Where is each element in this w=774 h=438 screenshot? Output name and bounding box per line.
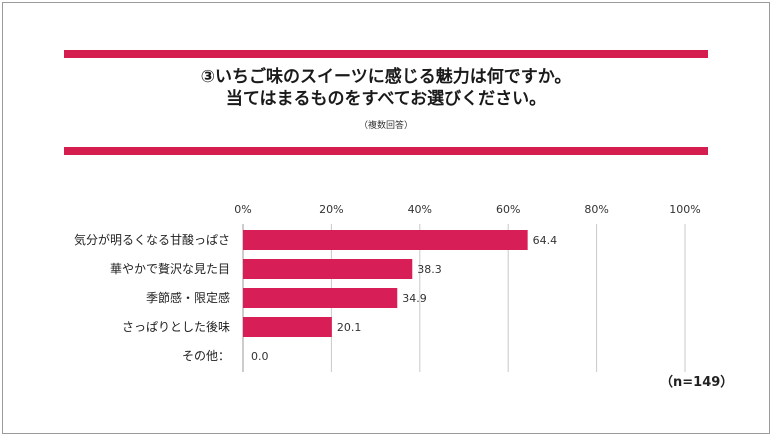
question-title-line2: 当てはまるものをすべてお選びください。 — [225, 89, 547, 109]
figure-frame — [2, 2, 770, 434]
header-band-bottom — [64, 147, 708, 155]
x-tick-label: 80% — [584, 203, 608, 216]
x-tick-label: 40% — [408, 203, 432, 216]
category-label: 季節感・限定感 — [146, 290, 230, 305]
question-title-line1: ③いちご味のスイーツに感じる魅力は何ですか。 — [200, 67, 572, 87]
category-label: 華やかで贅沢な見た目 — [110, 261, 230, 276]
x-tick-label: 60% — [496, 203, 520, 216]
value-label: 64.4 — [533, 234, 558, 247]
x-tick-label: 100% — [669, 203, 700, 216]
bar — [243, 317, 332, 337]
bar — [243, 259, 413, 279]
header-band-top — [64, 50, 708, 58]
question-title: ③いちご味のスイーツに感じる魅力は何ですか。 当てはまるものをすべてお選びくださ… — [64, 66, 708, 110]
bar — [243, 230, 528, 250]
value-label: 38.3 — [417, 263, 442, 276]
category-label: さっぱりとした後味 — [122, 320, 230, 334]
value-label: 20.1 — [337, 321, 362, 334]
value-label: 0.0 — [251, 350, 269, 363]
category-label: その他： — [182, 349, 230, 363]
x-tick-label: 20% — [319, 203, 343, 216]
x-tick-label: 0% — [234, 203, 251, 216]
question-subtitle: （複数回答） — [358, 121, 413, 131]
value-label: 34.9 — [402, 292, 427, 305]
category-label: 気分が明るくなる甘酸っぱさ — [74, 232, 230, 247]
bar — [243, 288, 398, 308]
sample-size-note: （n=149） — [660, 375, 734, 390]
